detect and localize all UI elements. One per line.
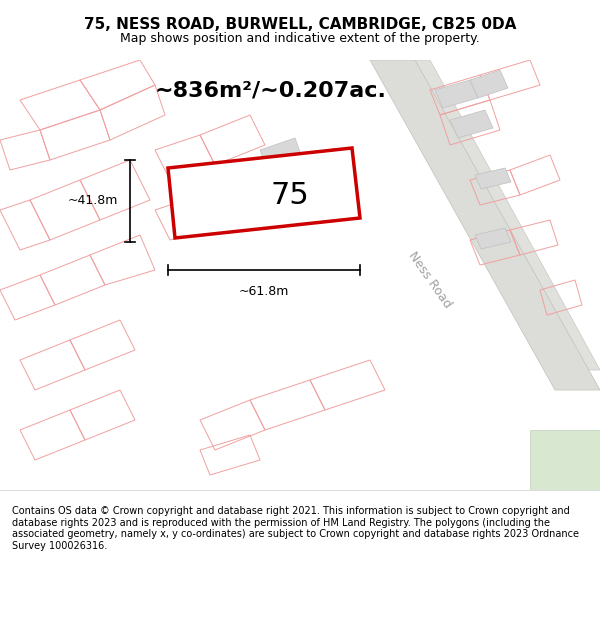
Text: Contains OS data © Crown copyright and database right 2021. This information is : Contains OS data © Crown copyright and d…: [12, 506, 579, 551]
Polygon shape: [260, 138, 300, 164]
Polygon shape: [530, 430, 600, 490]
Polygon shape: [475, 228, 511, 249]
Polygon shape: [168, 148, 360, 238]
Text: Ness Road: Ness Road: [406, 249, 454, 311]
Polygon shape: [370, 60, 600, 390]
Polygon shape: [450, 110, 493, 138]
Text: 75: 75: [271, 181, 310, 209]
Polygon shape: [435, 80, 478, 108]
Text: ~61.8m: ~61.8m: [239, 285, 289, 298]
Text: ~41.8m: ~41.8m: [68, 194, 118, 208]
Polygon shape: [300, 148, 340, 174]
Polygon shape: [270, 198, 310, 224]
Text: 75, NESS ROAD, BURWELL, CAMBRIDGE, CB25 0DA: 75, NESS ROAD, BURWELL, CAMBRIDGE, CB25 …: [84, 17, 516, 32]
Polygon shape: [470, 70, 508, 98]
Polygon shape: [390, 60, 600, 370]
Polygon shape: [475, 168, 511, 189]
Text: ~836m²/~0.207ac.: ~836m²/~0.207ac.: [155, 80, 387, 100]
Text: Map shows position and indicative extent of the property.: Map shows position and indicative extent…: [120, 32, 480, 45]
